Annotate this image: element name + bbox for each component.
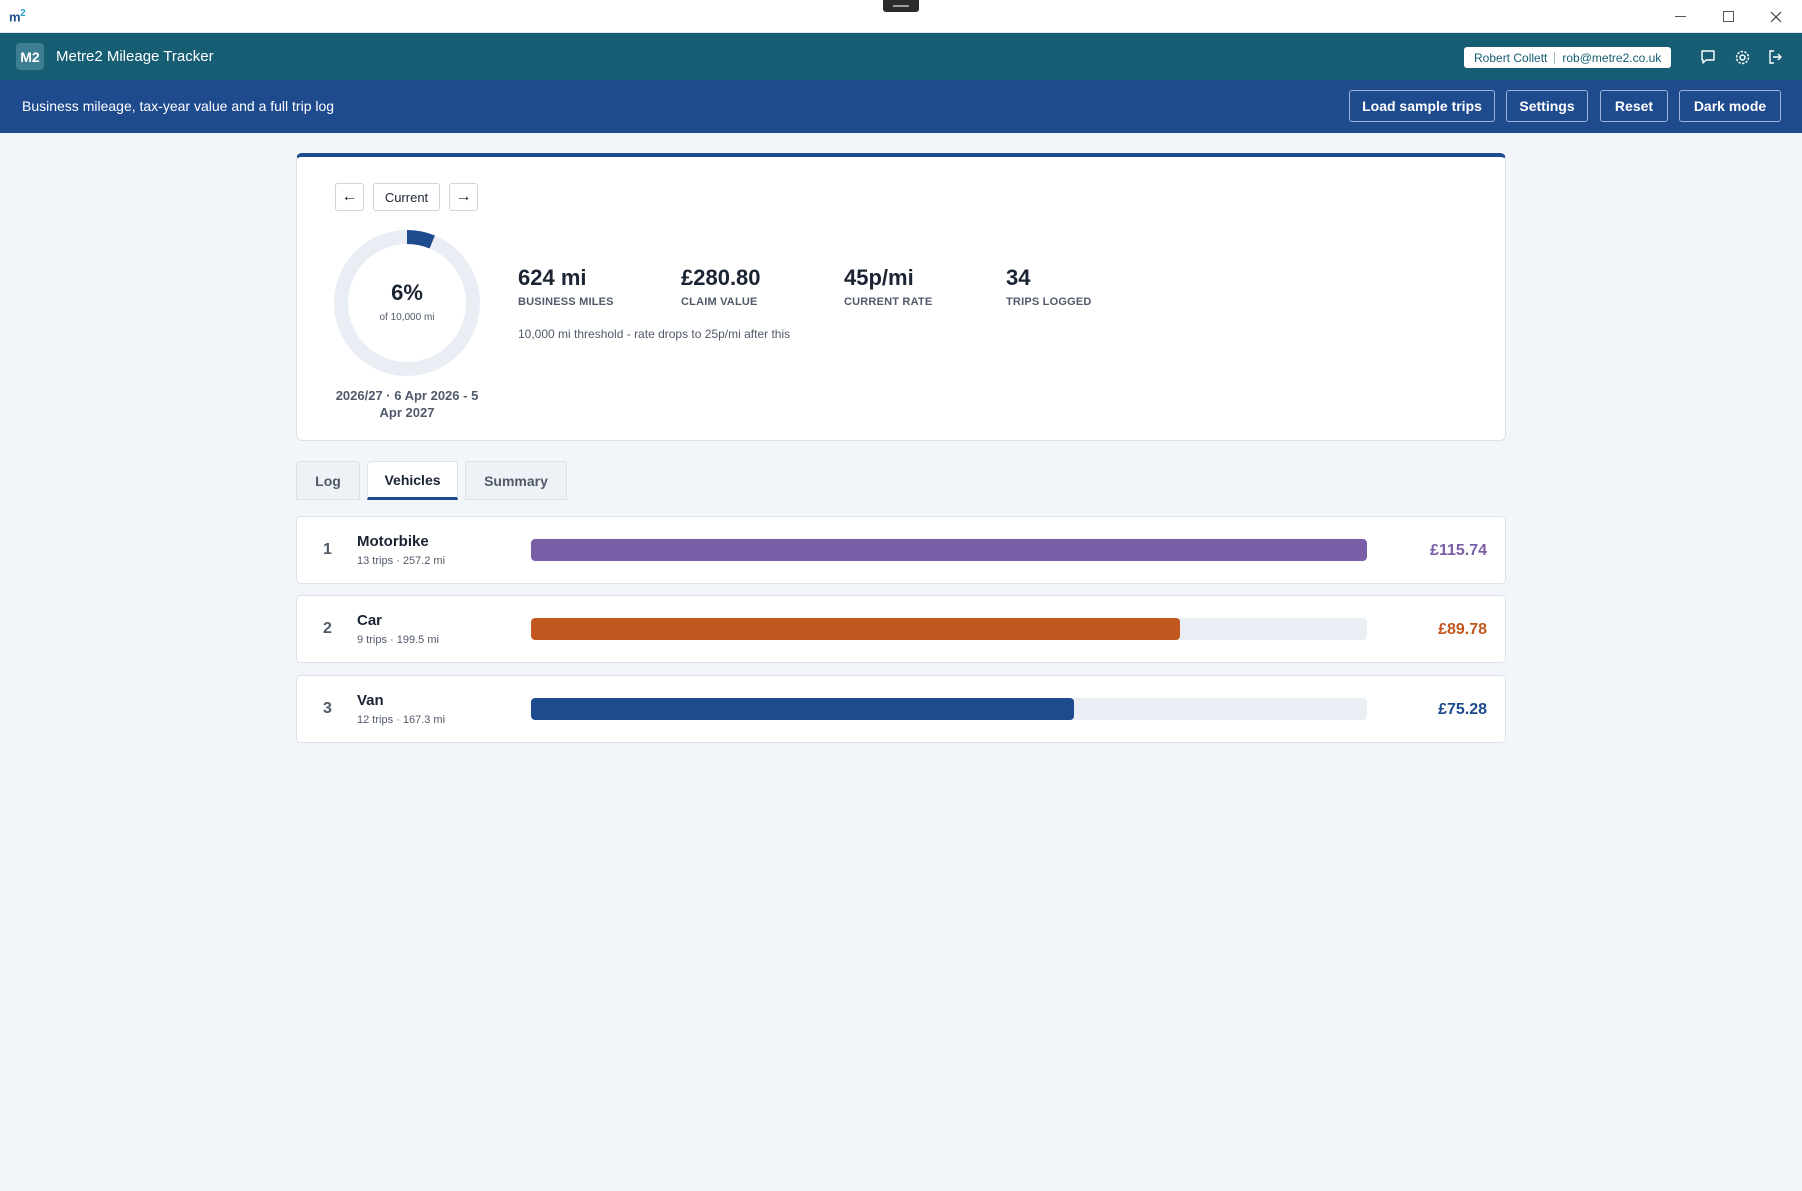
vehicle-bar-fill <box>531 539 1367 561</box>
minimize-button[interactable] <box>1656 0 1704 33</box>
vehicle-rank: 2 <box>323 620 332 637</box>
window-titlebar: m2 <box>0 0 1802 33</box>
logout-button[interactable] <box>1764 46 1786 68</box>
window-logo: m2 <box>9 8 26 25</box>
vehicle-amount: £115.74 <box>1430 542 1487 559</box>
vehicle-bar-fill <box>531 698 1075 720</box>
vehicle-bar-track <box>531 698 1367 720</box>
vehicle-row-motorbike: 1 Motorbike 13 trips · 257.2 mi £115.74 <box>296 516 1506 584</box>
tab-log[interactable]: Log <box>296 461 360 500</box>
user-email: rob@metre2.co.uk <box>1562 50 1662 65</box>
minimize-icon <box>1674 16 1686 17</box>
vehicle-row-van: 3 Van 12 trips · 167.3 mi £75.28 <box>296 675 1506 743</box>
reset-button[interactable]: Reset <box>1600 90 1668 122</box>
settings-icon-button[interactable] <box>1731 46 1753 68</box>
stat-current-rate: 45p/mi CURRENT RATE <box>844 265 932 308</box>
stat-trips-logged: 34 TRIPS LOGGED <box>1006 265 1092 308</box>
app-header: M2 Metre2 Mileage Tracker Robert Collett… <box>0 33 1802 80</box>
vehicle-meta: 9 trips · 199.5 mi <box>357 634 439 646</box>
stat-value: 624 mi <box>518 265 587 290</box>
vehicle-rank: 1 <box>323 541 332 558</box>
close-window-button[interactable] <box>1752 0 1800 33</box>
tax-year-summary-card: ← Current → 6% of 10,000 mi 2026/27 · 6 … <box>296 153 1506 441</box>
ring-fill <box>334 230 480 376</box>
app-title: Metre2 Mileage Tracker <box>56 48 214 65</box>
vehicle-amount: £75.28 <box>1438 701 1487 718</box>
vehicle-bar-fill <box>531 618 1180 640</box>
vehicle-name: Motorbike <box>357 533 429 550</box>
stat-value: 45p/mi <box>844 265 914 290</box>
vehicle-bar-track <box>531 618 1367 640</box>
app-tagline: Business mileage, tax-year value and a f… <box>22 98 335 114</box>
toolbar: Business mileage, tax-year value and a f… <box>0 80 1802 133</box>
feedback-button[interactable] <box>1697 46 1719 68</box>
vehicle-meta: 12 trips · 167.3 mi <box>357 714 446 726</box>
stat-label: BUSINESS MILES <box>518 296 614 308</box>
tab-vehicles[interactable]: Vehicles <box>367 461 458 500</box>
gear-icon <box>1735 50 1749 64</box>
vehicle-meta: 13 trips · 257.2 mi <box>357 555 446 567</box>
dark-mode-button[interactable]: Dark mode <box>1679 90 1781 122</box>
vehicle-name: Van <box>357 692 384 709</box>
load-sample-trips-button[interactable]: Load sample trips <box>1349 90 1495 122</box>
maximize-icon <box>1722 11 1734 22</box>
stat-business-miles: 624 mi BUSINESS MILES <box>518 265 614 308</box>
user-name: Robert Collett <box>1474 50 1548 65</box>
stat-label: TRIPS LOGGED <box>1006 296 1092 308</box>
user-account-pill[interactable]: Robert Collett rob@metre2.co.uk <box>1464 47 1672 68</box>
stat-value: £280.80 <box>681 265 761 290</box>
stat-claim-value: £280.80 CLAIM VALUE <box>681 265 761 308</box>
vehicle-row-car: 2 Car 9 trips · 199.5 mi £89.78 <box>296 595 1506 663</box>
threshold-progress-ring: 6% of 10,000 mi <box>332 228 482 378</box>
maximize-button[interactable] <box>1704 0 1752 33</box>
vehicle-rank: 3 <box>323 700 332 717</box>
threshold-note: 10,000 mi threshold - rate drops to 25p/… <box>518 327 791 341</box>
previous-period-button[interactable]: ← <box>335 183 364 211</box>
user-pill-divider <box>1554 51 1556 64</box>
app-logo-badge: M2 <box>16 43 44 70</box>
vehicle-amount: £89.78 <box>1438 621 1487 638</box>
tab-summary[interactable]: Summary <box>465 461 567 500</box>
settings-button[interactable]: Settings <box>1506 90 1588 122</box>
progress-percent: 6% <box>391 280 423 305</box>
vehicle-name: Car <box>357 612 383 629</box>
progress-threshold-label: of 10,000 mi <box>379 312 435 323</box>
vehicle-bar-track <box>531 539 1367 561</box>
current-period-button[interactable]: Current <box>373 183 440 211</box>
chat-icon <box>1701 50 1715 64</box>
logout-icon <box>1769 50 1782 64</box>
stat-value: 34 <box>1006 265 1031 290</box>
next-period-button[interactable]: → <box>449 183 478 211</box>
stat-label: CLAIM VALUE <box>681 296 758 308</box>
tax-year-period: 2026/27 · 6 Apr 2026 - 5 Apr 2027 <box>335 388 479 420</box>
stat-label: CURRENT RATE <box>844 296 933 308</box>
close-icon <box>1770 11 1782 22</box>
window-drag-handle[interactable] <box>883 0 919 12</box>
